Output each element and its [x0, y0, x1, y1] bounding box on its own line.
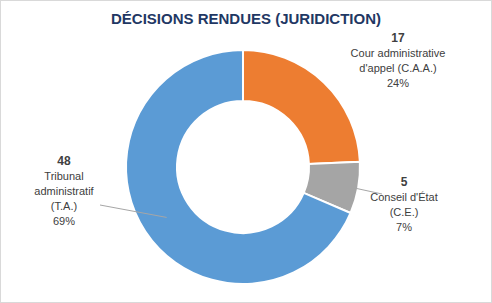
category-label: Cour administrative d'appel (C.A.A.)	[351, 47, 446, 74]
data-labels: 17 Cour administrative d'appel (C.A.A.) 24%…	[34, 31, 445, 233]
category-line: Conseil d'État	[370, 191, 438, 203]
value-label: 17	[391, 31, 405, 45]
value-label: 48	[57, 154, 71, 168]
value-label: 5	[401, 175, 408, 189]
category-line: administratif	[34, 185, 94, 197]
chart: DÉCISIONS RENDUES (JURIDICTION) 17 Cour ad…	[0, 0, 492, 303]
category-label: Conseil d'État (C.E.)	[370, 191, 438, 218]
percent-label: 7%	[396, 221, 412, 233]
category-line: (T.A.)	[51, 200, 77, 212]
percent-label: 24%	[387, 77, 409, 89]
chart-frame: DÉCISIONS RENDUES (JURIDICTION) 17 Cour ad…	[0, 0, 492, 303]
category-line: Tribunal	[44, 170, 83, 182]
category-line: (C.E.)	[390, 206, 419, 218]
slice	[243, 50, 360, 164]
percent-label: 69%	[53, 215, 75, 227]
slice	[126, 50, 351, 284]
slices	[126, 50, 360, 284]
leader-line	[100, 205, 167, 217]
category-line: d'appel (C.A.A.)	[359, 62, 436, 74]
border	[1, 1, 492, 303]
category-label: Tribunal administratif (T.A.)	[34, 170, 94, 212]
title: DÉCISIONS RENDUES (JURIDICTION)	[111, 10, 381, 27]
category-line: Cour administrative	[351, 47, 446, 59]
